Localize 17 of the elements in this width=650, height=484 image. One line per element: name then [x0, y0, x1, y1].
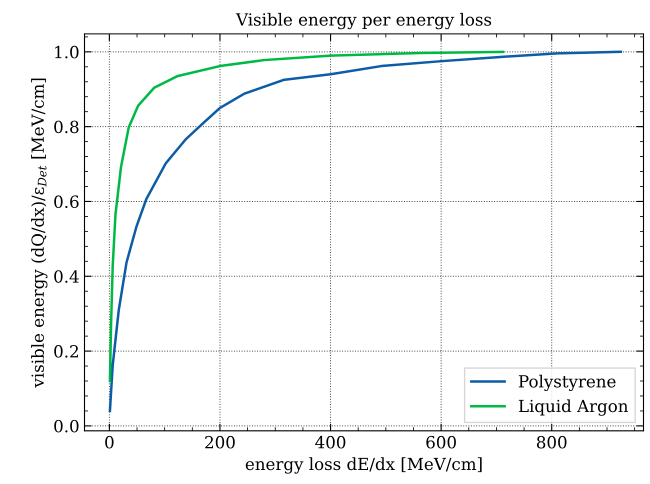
x-tick-label: 0: [105, 436, 114, 449]
y-tick-label: 0.4: [54, 270, 79, 283]
chart-title: Visible energy per energy loss: [236, 12, 492, 30]
y-tick-label: 1.0: [55, 46, 79, 58]
y-tick-label: 0.8: [54, 120, 79, 134]
x-tick-label: 400: [315, 436, 346, 449]
y-axis-title: visible energy (dQ/dx)/ε$_{Det}$ [MeV/cm]: [31, 78, 48, 388]
legend-label: Liquid Argon: [518, 399, 628, 416]
x-axis-title: energy loss dE/dx [MeV/cm]: [246, 457, 482, 474]
x-tick-label: 600: [426, 436, 456, 449]
y-tick-label: 0.6: [54, 195, 79, 208]
legend-label: Polystyrene: [518, 374, 616, 392]
y-tick-label: 0.2: [54, 345, 78, 358]
x-tick-label: 200: [205, 436, 235, 449]
line-series: [108, 50, 504, 382]
x-tick-label: 800: [536, 436, 567, 449]
y-tick-label: 0.0: [54, 420, 79, 432]
